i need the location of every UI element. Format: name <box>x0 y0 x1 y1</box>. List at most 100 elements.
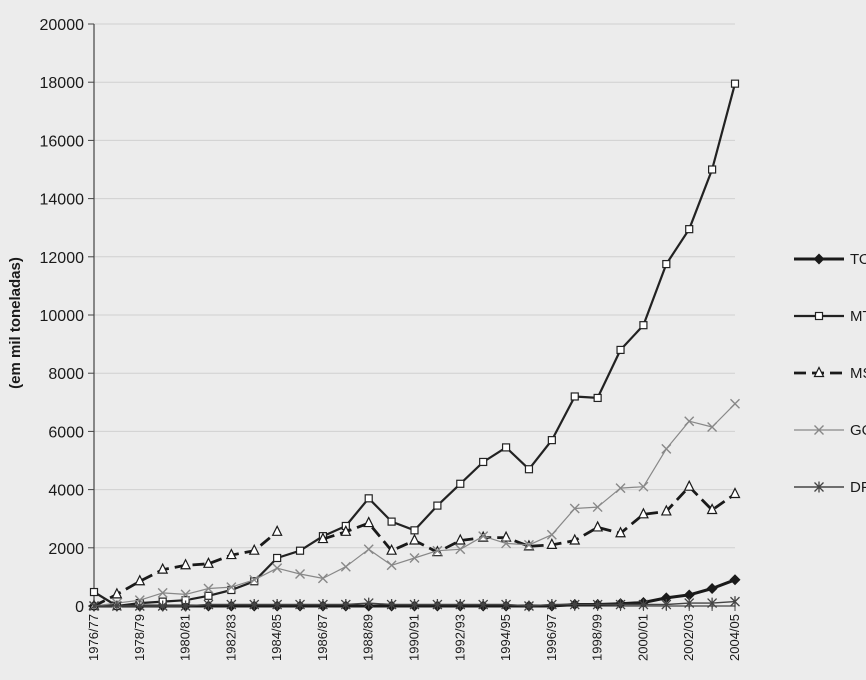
data-point <box>180 558 192 570</box>
data-point <box>662 259 671 269</box>
data-point <box>363 597 374 609</box>
data-point <box>729 487 741 499</box>
data-point <box>226 582 237 593</box>
x-tick-label: 1976/77 <box>86 614 101 661</box>
data-point <box>684 416 695 427</box>
data-point <box>479 457 488 467</box>
x-tick-label: 1996/97 <box>544 614 559 661</box>
data-point <box>340 561 351 572</box>
data-point <box>685 225 694 234</box>
series-df <box>89 596 740 612</box>
y-tick-label: 10000 <box>40 308 85 325</box>
series-go <box>89 398 740 611</box>
data-point <box>317 599 328 611</box>
data-point <box>432 545 443 556</box>
series-ms <box>88 479 741 611</box>
data-point <box>569 503 580 514</box>
data-point <box>249 599 260 611</box>
y-tick-label: 2000 <box>48 541 84 558</box>
y-tick-label: 16000 <box>40 133 85 150</box>
x-tick-label: 1982/83 <box>223 614 238 661</box>
data-point <box>134 574 146 586</box>
data-point <box>363 516 375 528</box>
data-point <box>387 517 396 526</box>
data-point <box>203 599 214 611</box>
data-point <box>814 311 824 321</box>
data-point <box>455 544 466 555</box>
data-point <box>364 494 373 503</box>
data-point <box>271 524 283 536</box>
data-point <box>661 599 672 611</box>
data-point <box>340 599 351 611</box>
y-tick-label: 20000 <box>40 17 85 34</box>
data-point <box>524 600 534 612</box>
legend-item-to: TO <box>794 251 866 268</box>
data-point <box>706 503 718 515</box>
x-tick-label: 1994/95 <box>498 614 513 661</box>
data-point <box>592 599 603 611</box>
data-point <box>592 520 604 532</box>
series-lines <box>88 79 741 612</box>
data-point <box>546 538 558 549</box>
data-point <box>546 599 557 611</box>
data-point <box>706 583 718 595</box>
data-point <box>523 539 534 550</box>
data-point <box>433 501 442 510</box>
legend-item-mt: MT <box>794 308 866 325</box>
data-point <box>180 600 191 612</box>
data-point <box>386 599 397 611</box>
data-point <box>501 599 512 611</box>
data-point <box>707 422 718 433</box>
data-point <box>432 599 443 611</box>
x-tick-label: 2002/03 <box>681 614 696 661</box>
data-point <box>455 599 466 611</box>
x-tick-label: 1984/85 <box>269 614 284 661</box>
data-point <box>249 574 260 585</box>
data-point <box>615 599 626 611</box>
legend-item-df: DF <box>794 479 866 496</box>
y-tick-label: 14000 <box>40 192 85 209</box>
data-point <box>813 366 825 378</box>
data-point <box>248 543 260 555</box>
data-point <box>638 481 649 492</box>
x-tick-label: 1978/79 <box>132 614 147 661</box>
legend-label: MT <box>850 308 866 325</box>
data-point <box>157 562 169 574</box>
legend-label: GO <box>850 422 866 439</box>
data-point <box>317 573 328 584</box>
data-point <box>730 596 740 608</box>
data-point <box>363 544 374 555</box>
data-point <box>570 392 579 401</box>
data-point <box>273 553 282 563</box>
legend-item-ms: MS <box>794 365 866 382</box>
data-point <box>814 425 824 435</box>
data-point <box>111 600 122 612</box>
data-point <box>638 599 649 611</box>
y-tick-label: 4000 <box>48 483 84 500</box>
data-point <box>272 599 283 611</box>
data-point <box>683 589 695 601</box>
grid <box>94 23 735 607</box>
x-tick-label: 2000/01 <box>635 614 650 661</box>
data-point <box>478 531 489 542</box>
y-tick-label: 12000 <box>40 250 85 267</box>
data-point <box>225 548 237 560</box>
x-tick-label: 2004/05 <box>727 614 742 661</box>
legend-label: MS <box>850 365 866 382</box>
data-point <box>569 533 581 545</box>
data-point <box>683 479 695 491</box>
data-point <box>89 600 99 612</box>
data-point <box>409 533 420 545</box>
data-point <box>729 574 741 586</box>
data-point <box>226 599 237 611</box>
data-point <box>111 587 123 599</box>
data-point <box>89 587 99 597</box>
data-point <box>707 597 718 609</box>
x-tick-label: 1986/87 <box>315 614 330 661</box>
x-tick-label: 1988/89 <box>361 614 376 661</box>
data-point <box>593 393 602 403</box>
data-point <box>615 526 627 538</box>
data-point <box>615 483 626 494</box>
